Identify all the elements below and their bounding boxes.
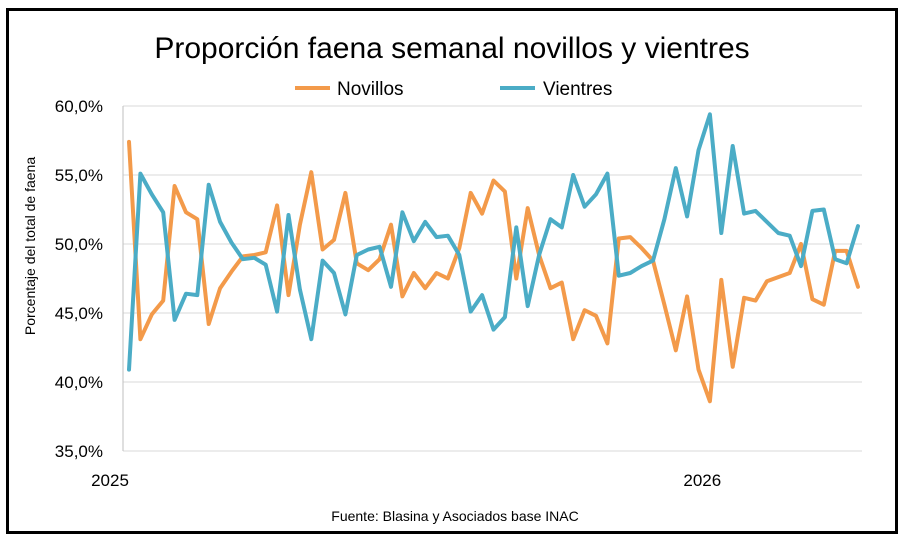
- y-tick-label: 35,0%: [55, 442, 103, 461]
- series-line-vientres: [127, 112, 860, 372]
- y-axis-label: Porcentaje del total de faena: [22, 157, 38, 335]
- x-tick-label: 2025: [91, 471, 129, 490]
- y-tick-label: 45,0%: [55, 304, 103, 323]
- chart-title: Proporción faena semanal novillos y vien…: [154, 32, 749, 65]
- series-lines: [127, 112, 860, 404]
- y-tick-label: 40,0%: [55, 373, 103, 392]
- x-tick-label: 2026: [683, 471, 721, 490]
- legend-label-vientres: Vientres: [543, 79, 612, 100]
- series-line-novillos: [127, 139, 860, 404]
- y-tick-label: 60,0%: [55, 97, 103, 116]
- y-tick-label: 50,0%: [55, 235, 103, 254]
- source-note: Fuente: Blasina y Asociados base INAC: [331, 508, 578, 524]
- x-tick-labels: 2025 2026: [91, 471, 721, 490]
- legend: Novillos Vientres: [295, 79, 612, 100]
- y-tick-labels: 35,0% 40,0% 45,0% 50,0% 55,0% 60,0%: [55, 97, 103, 461]
- legend-label-novillos: Novillos: [337, 79, 404, 100]
- y-tick-label: 55,0%: [55, 166, 103, 185]
- gridlines: [122, 105, 862, 452]
